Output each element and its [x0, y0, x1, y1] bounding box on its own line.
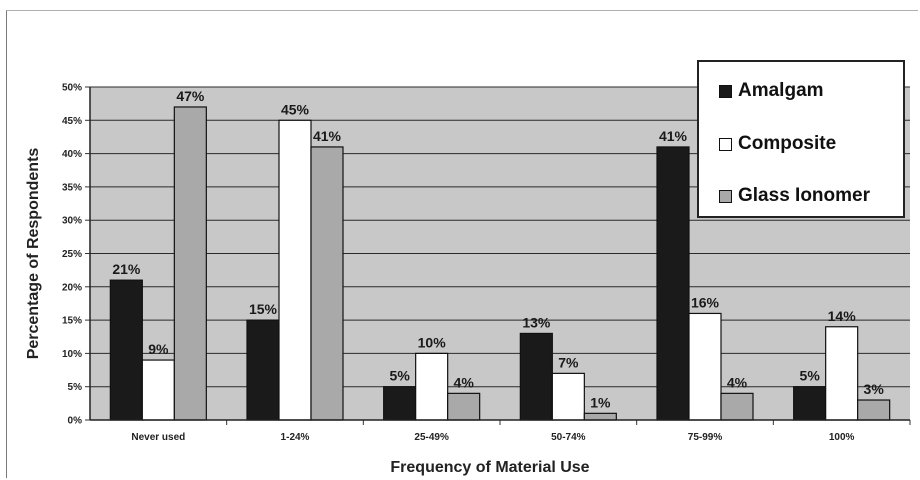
y-tick-label: 0%	[68, 416, 83, 427]
y-tick-label: 30%	[62, 216, 82, 227]
legend-swatch-composite	[719, 137, 732, 151]
data-label: 41%	[313, 128, 342, 144]
legend-label-glass-ionomer: Glass Ionomer	[738, 185, 870, 206]
y-tick-label: 5%	[68, 382, 83, 393]
bar-amalgam	[109, 279, 143, 421]
bar-amalgam	[383, 386, 417, 421]
y-tick-label: 15%	[62, 316, 82, 327]
x-tick-label: 1-24%	[281, 432, 310, 443]
data-label: 13%	[522, 314, 551, 330]
data-label: 41%	[659, 128, 688, 144]
legend-swatch-amalgam	[719, 84, 732, 98]
y-tick-label: 25%	[62, 249, 82, 260]
data-label: 15%	[249, 301, 278, 317]
bar-glass-ionomer	[310, 146, 344, 421]
data-label: 16%	[691, 294, 720, 310]
y-tick-label: 35%	[62, 182, 82, 193]
bar-composite	[415, 352, 449, 421]
bar-composite	[141, 359, 175, 421]
bar-amalgam	[246, 319, 280, 421]
legend-item-composite: Composite	[719, 133, 836, 155]
bar-glass-ionomer	[173, 106, 207, 421]
y-tick-label: 50%	[62, 83, 82, 94]
data-label: 5%	[800, 368, 821, 384]
bar-composite	[551, 372, 585, 421]
x-tick-label: 25-49%	[414, 432, 449, 443]
legend-label-amalgam: Amalgam	[738, 80, 824, 101]
y-tick-label: 45%	[62, 116, 82, 127]
x-tick-label: 75-99%	[688, 432, 723, 443]
y-axis-ticks: 0% 5% 10% 15% 20% 25% 30% 35% 40% 45% 50%	[62, 83, 90, 427]
y-tick-label: 40%	[62, 149, 82, 160]
x-tick-label: 50-74%	[551, 432, 586, 443]
data-label: 47%	[176, 88, 205, 104]
y-tick-label: 20%	[62, 282, 82, 293]
x-axis-ticks: Never used 1-24% 25-49% 50-74% 75-99% 100%	[131, 420, 911, 443]
data-labels: 21%9%47%15%45%41%5%10%4%13%7%1%41%16%4% 5…	[112, 88, 884, 410]
data-label: 14%	[828, 308, 857, 324]
data-label: 4%	[727, 374, 748, 390]
y-axis-title: Percentage of Respondents	[25, 148, 42, 360]
y-tick-label: 10%	[62, 349, 82, 360]
data-label: 21%	[112, 261, 141, 277]
data-label: 5%	[390, 368, 411, 384]
bar-composite	[688, 312, 722, 421]
bar-composite	[825, 326, 859, 421]
x-tick-label: 100%	[829, 432, 855, 443]
legend-item-glass-ionomer: Glass Ionomer	[719, 185, 870, 207]
data-label: 9%	[148, 341, 169, 357]
bar-composite	[278, 119, 312, 421]
data-label: 10%	[418, 334, 447, 350]
bar-amalgam	[656, 146, 690, 421]
data-label: 3%	[864, 381, 885, 397]
bar-glass-ionomer	[447, 392, 481, 421]
bar-glass-ionomer	[857, 399, 891, 421]
bar-glass-ionomer	[720, 392, 754, 421]
data-label: 45%	[281, 101, 310, 117]
data-label: 1%	[590, 394, 611, 410]
bar-amalgam	[519, 332, 553, 421]
legend-label-composite: Composite	[738, 133, 837, 154]
chart-frame	[6, 10, 918, 478]
data-label: 4%	[454, 374, 475, 390]
legend-item-amalgam: Amalgam	[719, 80, 824, 102]
data-label: 7%	[558, 354, 579, 370]
bars	[109, 106, 891, 421]
legend-swatch-glass-ionomer	[719, 189, 732, 203]
bar-amalgam	[793, 386, 827, 421]
x-axis-title: Frequency of Material Use	[390, 459, 589, 476]
bar-glass-ionomer	[583, 412, 617, 421]
x-tick-label: Never used	[131, 432, 185, 443]
legend: Amalgam Composite Glass Ionomer	[697, 60, 905, 218]
